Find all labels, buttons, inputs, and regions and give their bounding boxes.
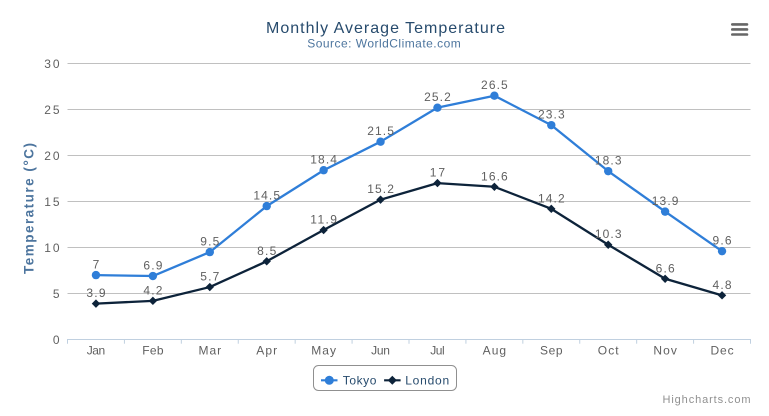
svg-text:14.2: 14.2 [538,191,565,205]
svg-text:15.2: 15.2 [367,182,394,196]
svg-text:Temperature (°C): Temperature (°C) [22,143,37,274]
svg-text:Source: WorldClimate.com: Source: WorldClimate.com [307,37,461,51]
svg-text:30: 30 [44,57,60,71]
svg-text:9.6: 9.6 [712,234,731,248]
svg-text:6.9: 6.9 [143,259,162,273]
svg-text:Tokyo: Tokyo [343,374,377,388]
svg-text:17: 17 [430,166,446,180]
svg-text:Highcharts.com: Highcharts.com [663,394,751,406]
svg-text:16.6: 16.6 [481,169,508,183]
svg-text:5.7: 5.7 [200,270,219,284]
svg-text:Jan: Jan [87,344,106,358]
svg-text:Jul: Jul [430,344,445,358]
svg-text:Nov: Nov [653,344,676,358]
svg-text:Monthly Average Temperature: Monthly Average Temperature [266,20,505,37]
svg-text:15: 15 [44,195,60,209]
svg-text:Apr: Apr [256,344,277,358]
svg-text:10.3: 10.3 [595,227,622,241]
svg-text:25.2: 25.2 [424,90,451,104]
svg-text:5: 5 [53,287,60,301]
svg-text:14.5: 14.5 [253,189,280,203]
svg-text:Aug: Aug [483,344,506,358]
svg-text:May: May [311,344,336,358]
svg-text:11.9: 11.9 [310,213,337,227]
svg-text:18.3: 18.3 [595,154,622,168]
svg-text:26.5: 26.5 [481,78,508,92]
svg-text:London: London [405,374,449,388]
svg-text:3.9: 3.9 [86,286,105,300]
svg-text:6.6: 6.6 [656,261,675,275]
svg-text:21.5: 21.5 [367,124,394,138]
svg-text:10: 10 [44,241,60,255]
svg-text:Oct: Oct [598,344,619,358]
svg-text:9.5: 9.5 [200,235,219,249]
svg-text:Feb: Feb [142,344,164,358]
svg-text:4.8: 4.8 [712,278,731,292]
svg-text:4.2: 4.2 [143,283,162,297]
svg-text:13.9: 13.9 [652,194,679,208]
svg-text:7: 7 [93,258,100,272]
svg-text:8.5: 8.5 [257,244,276,258]
svg-text:0: 0 [53,333,60,347]
svg-text:Jun: Jun [371,344,390,358]
svg-text:Dec: Dec [710,344,733,358]
svg-text:20: 20 [44,149,60,163]
svg-text:18.4: 18.4 [310,153,337,167]
svg-text:23.3: 23.3 [538,108,565,122]
svg-text:Sep: Sep [540,344,563,358]
svg-text:25: 25 [44,103,60,117]
svg-text:Mar: Mar [198,344,221,358]
